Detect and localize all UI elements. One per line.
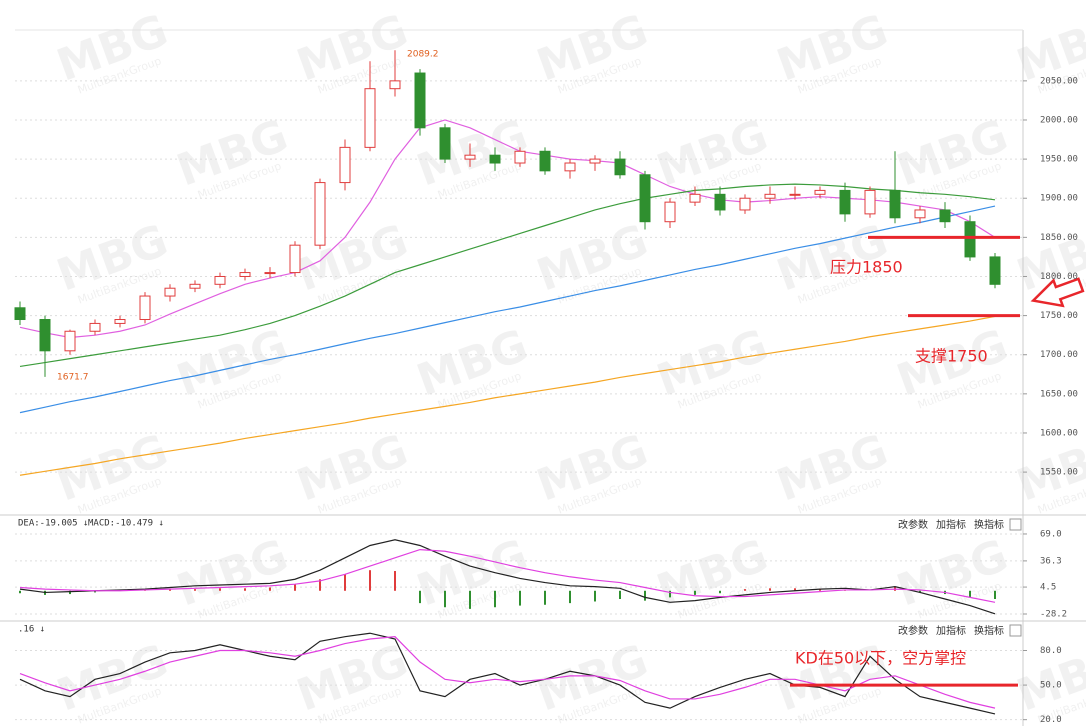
y-tick-label: 4.5 [1040, 583, 1056, 593]
y-tick-label: 1650.00 [1040, 389, 1078, 399]
annotation-text: 支撑1750 [915, 347, 988, 366]
indicator-button[interactable]: 改参数 [898, 518, 928, 531]
candle-body [289, 244, 301, 274]
line-series [19, 549, 996, 603]
candle-body [189, 283, 201, 289]
y-tick-label: 1850.00 [1040, 233, 1078, 243]
candle-body [339, 146, 351, 184]
candle-body [114, 319, 126, 324]
indicator-button[interactable]: 换指标 [974, 624, 1004, 637]
line-series [19, 315, 996, 476]
candle-body [739, 197, 751, 211]
line-series [19, 205, 996, 414]
y-tick-label: 1950.00 [1040, 155, 1078, 165]
candle-body [139, 295, 151, 321]
indicator-button[interactable]: 加指标 [936, 624, 966, 637]
candle-body [939, 209, 951, 223]
candle-body [264, 272, 276, 275]
candle-body [689, 193, 701, 203]
y-tick-label: 2000.00 [1040, 115, 1078, 125]
candle-body [764, 193, 776, 199]
y-tick-label: 1550.00 [1040, 468, 1078, 478]
candle-body [889, 189, 901, 219]
candle-body [514, 150, 526, 164]
max-label: 2089.2 [407, 50, 439, 60]
y-tick-label: 20.0 [1040, 715, 1062, 725]
indicator-button[interactable]: 改参数 [898, 624, 928, 637]
candle-body [714, 193, 726, 211]
annotation-text: 压力1850 [830, 258, 903, 277]
candle-body [789, 193, 801, 196]
line-series [19, 183, 996, 368]
indicator-header: MACD:-10.479 ↓ [88, 519, 164, 529]
y-tick-label: 1750.00 [1040, 311, 1078, 321]
candle-body [164, 287, 176, 297]
candle-body [464, 154, 476, 160]
y-tick-label: 1600.00 [1040, 428, 1078, 438]
close-button[interactable] [1009, 518, 1022, 531]
candle-body [364, 88, 376, 148]
indicator-header: .16 ↓ [18, 625, 45, 635]
min-label: 1671.7 [57, 372, 89, 382]
line-series [19, 539, 996, 615]
y-tick-label: -28.2 [1040, 609, 1067, 619]
candle-body [814, 189, 826, 195]
y-tick-label: 36.3 [1040, 556, 1062, 566]
candle-body [89, 322, 101, 332]
candle-body [39, 319, 51, 352]
y-tick-label: 80.0 [1040, 646, 1062, 656]
candle-body [214, 275, 226, 285]
candle-body [314, 182, 326, 246]
candle-body [64, 330, 76, 352]
y-tick-label: 1900.00 [1040, 194, 1078, 204]
arrow-icon [1030, 277, 1085, 308]
candle-body [589, 158, 601, 164]
line-series [19, 636, 996, 709]
y-tick-label: 50.0 [1040, 681, 1062, 691]
close-button[interactable] [1009, 624, 1022, 637]
candle-body [489, 154, 501, 164]
candle-body [989, 256, 1001, 285]
y-tick-label: 1700.00 [1040, 350, 1078, 360]
candle-body [414, 72, 426, 129]
annotation-text: KD在50以下，空方掌控 [795, 649, 966, 668]
candle-body [564, 162, 576, 172]
candle-body [539, 150, 551, 172]
candle-body [389, 80, 401, 90]
candle-body [614, 158, 626, 176]
line-series [19, 119, 996, 339]
y-tick-label: 1800.00 [1040, 272, 1078, 282]
y-tick-label: 69.0 [1040, 529, 1062, 539]
candle-body [639, 174, 651, 223]
y-tick-label: 2050.00 [1040, 76, 1078, 86]
candle-body [439, 127, 451, 160]
candle-body [964, 221, 976, 258]
indicator-button[interactable]: 加指标 [936, 518, 966, 531]
candle-body [14, 307, 26, 321]
line-series [19, 632, 996, 715]
candle-body [914, 209, 926, 219]
candle-body [664, 201, 676, 223]
indicator-button[interactable]: 换指标 [974, 518, 1004, 531]
candle-body [864, 189, 876, 215]
candle-body [839, 189, 851, 215]
candle-body [239, 272, 251, 277]
indicator-header: DEA:-19.005 ↓ [18, 519, 88, 529]
